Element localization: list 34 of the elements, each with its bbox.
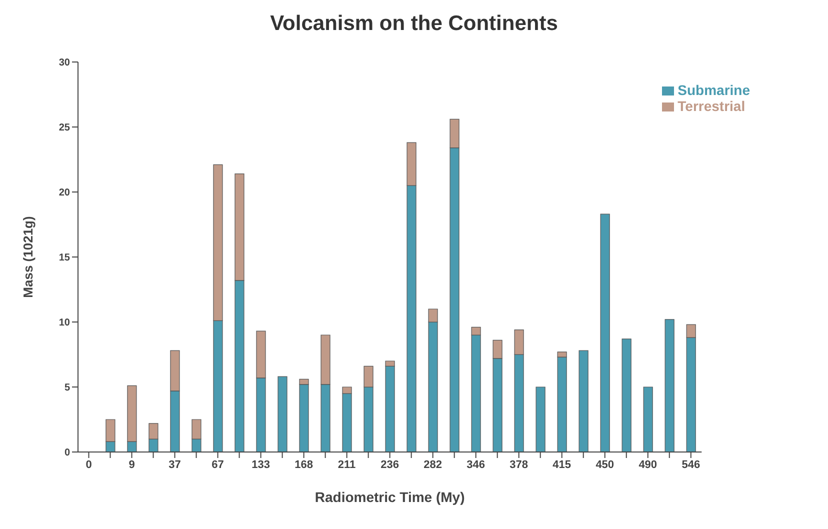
- y-tick-label: 20: [58, 188, 70, 199]
- bar: [600, 214, 610, 452]
- y-tick-label: 15: [58, 252, 70, 264]
- x-tick-label: 346: [466, 458, 486, 471]
- bar: [578, 350, 588, 452]
- bar: [536, 386, 546, 452]
- chart-title: Volcanism on the Continents: [269, 12, 559, 36]
- x-tick-label: 9: [128, 458, 135, 471]
- y-tick-label: 10: [58, 318, 70, 329]
- x-tick-label: 0: [86, 458, 92, 471]
- x-tick-label: 546: [682, 458, 700, 471]
- x-tick-label: 168: [294, 458, 313, 471]
- bar: [664, 319, 674, 452]
- x-tick-label: 282: [424, 458, 442, 471]
- x-tick-label: 415: [552, 458, 572, 471]
- x-tick-label: 37: [168, 458, 181, 471]
- x-axis-title: Radiometric Time (My): [314, 489, 465, 505]
- x-tick-label: 378: [510, 458, 528, 471]
- y-tick-label: 5: [64, 382, 70, 394]
- y-axis-title: Mass (1021g): [20, 216, 36, 298]
- x-tick-label: 450: [596, 458, 614, 471]
- bar: [622, 338, 632, 452]
- legend-label: Submarine: [678, 82, 750, 98]
- x-tick-label: 133: [252, 458, 270, 471]
- legend-label: Terrestrial: [678, 98, 746, 114]
- y-tick-label: 25: [58, 122, 70, 134]
- x-tick-label: 236: [380, 458, 399, 471]
- x-tick-label: 490: [638, 458, 658, 471]
- x-tick-label: 67: [212, 458, 224, 471]
- bar: [278, 376, 288, 452]
- x-tick-label: 211: [338, 458, 356, 471]
- bar: [643, 386, 653, 452]
- y-tick-label: 0: [64, 448, 70, 459]
- y-tick-label: 30: [58, 58, 70, 69]
